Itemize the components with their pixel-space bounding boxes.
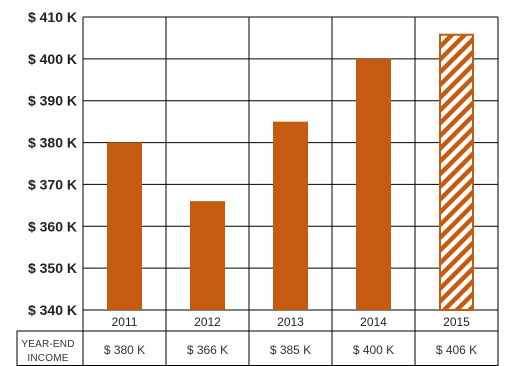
bar-2012 — [190, 201, 225, 310]
y-tick-label: $ 400 K — [28, 51, 77, 67]
y-tick-label: $ 380 K — [28, 135, 77, 151]
bar-2011 — [107, 142, 142, 310]
y-tick-label: $ 340 K — [28, 302, 77, 318]
table-cell: $ 406 K — [436, 343, 477, 357]
y-tick-label: $ 410 K — [28, 9, 77, 25]
y-axis-labels: $ 340 K $ 350 K $ 360 K $ 370 K $ 380 K $ 390… — [28, 9, 77, 318]
x-tick-label: 2011 — [112, 315, 138, 329]
bar-2013 — [273, 121, 308, 311]
gridlines — [16, 16, 499, 366]
table-cell: $ 366 K — [187, 343, 228, 357]
x-tick-label: 2015 — [443, 315, 470, 329]
bar-2015-projected — [439, 33, 474, 311]
y-tick-label: $ 390 K — [28, 93, 77, 109]
y-tick-label: $ 360 K — [28, 218, 77, 234]
data-table: YEAR-END INCOME 2011 $ 380 K 2012 $ 366 K 20… — [21, 315, 477, 364]
x-tick-label: 2012 — [194, 315, 221, 329]
y-tick-label: $ 350 K — [28, 260, 77, 276]
table-cell: $ 400 K — [353, 343, 394, 357]
bars — [107, 33, 474, 311]
x-tick-label: 2014 — [360, 315, 387, 329]
row-header-line1: YEAR-END — [21, 339, 74, 350]
row-header-line2: INCOME — [27, 353, 68, 364]
x-tick-label: 2013 — [277, 315, 304, 329]
table-cell: $ 380 K — [104, 343, 145, 357]
bar-2014 — [356, 58, 391, 310]
table-cell: $ 385 K — [270, 343, 311, 357]
y-tick-label: $ 370 K — [28, 176, 77, 192]
